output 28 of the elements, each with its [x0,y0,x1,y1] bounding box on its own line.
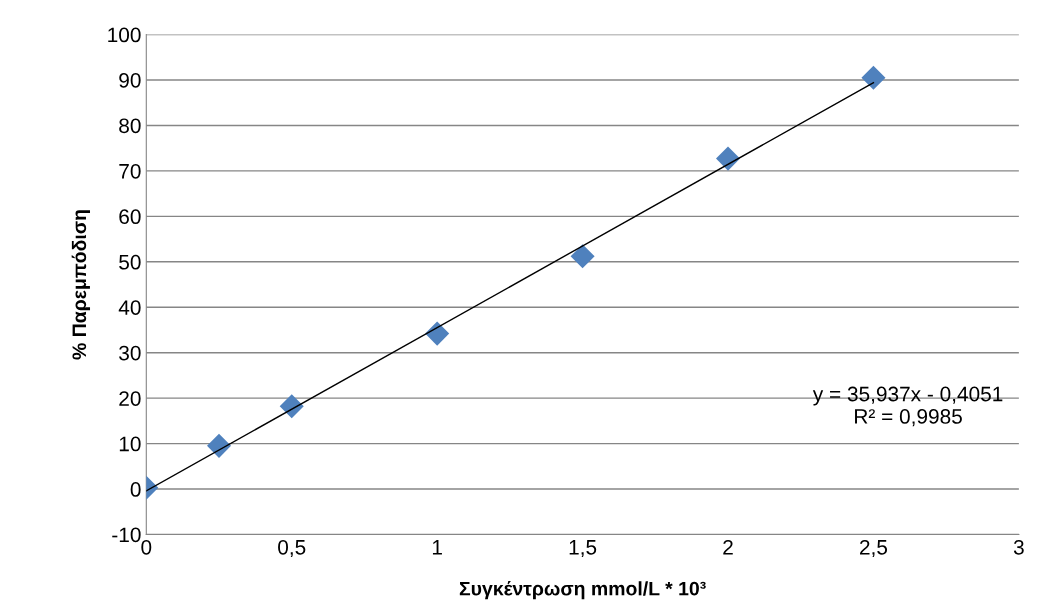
x-tick-label: 2 [723,539,733,555]
x-tick-label: 1,5 [569,540,597,558]
y-tick-label: 10 [119,436,141,452]
y-tick-label: 80 [119,118,141,134]
y-tick-label: 0 [130,482,141,497]
y-tick-label: 90 [119,72,141,88]
x-tick-label: 2,5 [860,539,888,558]
point [861,65,886,90]
point [570,244,595,269]
y-tick-label: -10 [112,527,141,543]
y-tick-label: 40 [118,300,141,315]
y-tick-label: 70 [119,163,141,179]
point [279,394,304,419]
x-tick-label: 0,5 [278,539,306,558]
y-axis-title: % Παρεμπόδιση [71,210,91,360]
x-tick-label: 3 [1013,539,1024,555]
point [425,321,450,346]
x-axis-title: Συγκέντρωση mmol/L * 10³ [459,581,706,600]
y-tick-label: 50 [119,254,141,270]
y-tick-label: 20 [119,391,141,406]
y-tick-label: 100 [108,27,141,43]
point [206,433,232,458]
point [715,146,741,171]
y-tick-label: 30 [119,345,141,361]
annotation: y = 35,937x - 0,4051 R² = 0,9985 [812,386,1003,427]
x-tick-label: 1 [432,540,442,555]
x-tick-label: 0 [141,539,152,555]
y-tick-label: 60 [119,209,141,225]
